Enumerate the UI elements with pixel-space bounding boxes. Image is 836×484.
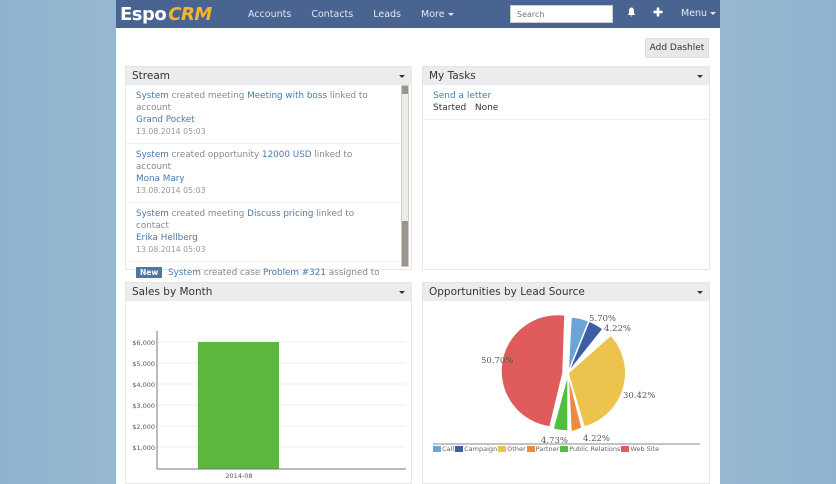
scrollbar-thumb[interactable]: [402, 221, 408, 266]
svg-text:50.70%: 50.70%: [481, 356, 513, 366]
stream-item: System created opportunity 12000 USD lin…: [126, 144, 399, 203]
stream-actor-link[interactable]: System: [168, 268, 201, 278]
stream-target-link[interactable]: 12000 USD: [261, 150, 312, 160]
legend-item-public-relations: Public Relations: [560, 445, 620, 453]
stream-list: System created meeting Meeting with boss…: [126, 85, 411, 308]
tasks-title: My Tasks: [429, 70, 476, 82]
nav-links: Accounts Contacts Leads More: [238, 9, 464, 20]
stream-parent-link[interactable]: Erika Hellberg: [136, 233, 198, 243]
sales-by-month-dashlet: Sales by Month $1,000 $2,000 $3,000 $4,0…: [125, 282, 412, 484]
stream-timestamp: 13.08.2014 05:03: [136, 127, 206, 136]
main-menu-button[interactable]: Menu: [681, 8, 717, 19]
stream-target-link[interactable]: Meeting with boss: [247, 91, 328, 101]
my-tasks-dashlet: My Tasks Send a letter Started None: [422, 66, 710, 270]
stream-parent-link[interactable]: Grand Pocket: [136, 115, 195, 125]
legend-item-other: Other: [498, 445, 526, 453]
stream-relation: linked to account: [136, 150, 353, 172]
svg-text:$6,000: $6,000: [132, 339, 155, 347]
stream-title: Stream: [132, 70, 170, 82]
stream-dashlet: Stream System created meeting Meeting wi…: [125, 66, 412, 301]
nav-leads[interactable]: Leads: [373, 8, 402, 20]
dashlet-menu-caret-icon[interactable]: [399, 74, 405, 78]
legend-item-partner: Partner: [526, 445, 559, 453]
svg-text:4.22%: 4.22%: [604, 324, 631, 334]
search-input[interactable]: [510, 5, 613, 23]
stream-target-link[interactable]: Discuss pricing: [247, 209, 314, 219]
stream-scrollbar[interactable]: [401, 85, 409, 267]
new-badge: New: [136, 267, 163, 278]
stream-parent-link[interactable]: Mona Mary: [136, 174, 185, 184]
svg-text:30.42%: 30.42%: [623, 391, 655, 401]
add-dashlet-button[interactable]: Add Dashlet: [645, 38, 709, 58]
bell-icon[interactable]: [627, 7, 636, 20]
task-status: Started: [433, 103, 467, 113]
logo-text-espo: Espo: [120, 3, 167, 25]
task-name-link[interactable]: Send a letter: [433, 91, 492, 101]
lead-source-pie-chart: 5.70% 4.22% 30.42% 4.22% 4.73% 50.70%: [433, 313, 700, 446]
sales-bar-chart: $1,000 $2,000 $3,000 $4,000 $5,000 $6,00…: [132, 331, 406, 480]
sales-title: Sales by Month: [132, 286, 213, 298]
opportunities-by-lead-source-dashlet: Opportunities by Lead Source 5.70% 4.22%…: [422, 282, 710, 484]
stream-timestamp: 13.08.2014 05:03: [136, 186, 206, 195]
scrollbar-up-arrow[interactable]: [402, 86, 408, 94]
legend-item-call: Call: [433, 445, 454, 453]
stream-header: Stream: [126, 67, 411, 85]
stream-target-link[interactable]: Problem #321: [263, 268, 326, 278]
espocrm-logo[interactable]: Espo CRM: [120, 3, 224, 25]
stream-action: created case: [203, 268, 261, 278]
svg-text:4.73%: 4.73%: [541, 436, 568, 446]
stream-actor-link[interactable]: System: [136, 91, 169, 101]
stream-relation: linked to account: [136, 91, 368, 113]
chevron-down-icon: [710, 12, 717, 15]
svg-text:2014-08: 2014-08: [225, 472, 252, 480]
stream-action: created meeting: [171, 209, 245, 219]
legend-item-web-site: Web Site: [621, 445, 659, 453]
pie-legend: Call Campaign Other Partner Public Relat…: [433, 445, 660, 453]
svg-text:$5,000: $5,000: [132, 360, 155, 368]
dashlet-menu-caret-icon[interactable]: [697, 290, 703, 294]
svg-text:$3,000: $3,000: [132, 402, 155, 410]
legend-item-campaign: Campaign: [455, 445, 497, 453]
logo-text-crm: CRM: [168, 3, 212, 25]
svg-text:4.22%: 4.22%: [583, 434, 610, 444]
menu-label: Menu: [681, 8, 708, 19]
nav-accounts[interactable]: Accounts: [248, 8, 292, 20]
opps-title: Opportunities by Lead Source: [429, 286, 585, 298]
nav-more[interactable]: More: [411, 9, 464, 20]
task-row: Send a letter Started None: [423, 85, 709, 120]
svg-text:$1,000: $1,000: [132, 444, 155, 452]
task-priority: None: [474, 103, 499, 113]
tasks-header: My Tasks: [423, 67, 709, 85]
stream-item: System created meeting Meeting with boss…: [126, 85, 399, 144]
svg-text:$4,000: $4,000: [132, 381, 155, 389]
stream-timestamp: 13.08.2014 05:03: [136, 245, 206, 254]
sales-header: Sales by Month: [126, 283, 411, 301]
stream-action: created opportunity: [171, 150, 260, 160]
plus-icon[interactable]: [653, 7, 663, 20]
svg-text:5.70%: 5.70%: [589, 314, 616, 324]
dashlet-menu-caret-icon[interactable]: [697, 74, 703, 78]
chevron-down-icon: [447, 12, 454, 16]
opps-header: Opportunities by Lead Source: [423, 283, 709, 301]
stream-actor-link[interactable]: System: [136, 150, 169, 160]
stream-item: System created meeting Discuss pricing l…: [126, 203, 399, 262]
dashlet-menu-caret-icon[interactable]: [399, 290, 405, 294]
stream-relation: linked to contact: [136, 209, 355, 231]
bar-2014-08: [198, 342, 279, 469]
stream-action: created meeting: [171, 91, 245, 101]
nav-contacts[interactable]: Contacts: [311, 8, 354, 20]
svg-text:$2,000: $2,000: [132, 423, 155, 431]
nav-more-label: More: [421, 8, 445, 20]
stream-actor-link[interactable]: System: [136, 209, 169, 219]
